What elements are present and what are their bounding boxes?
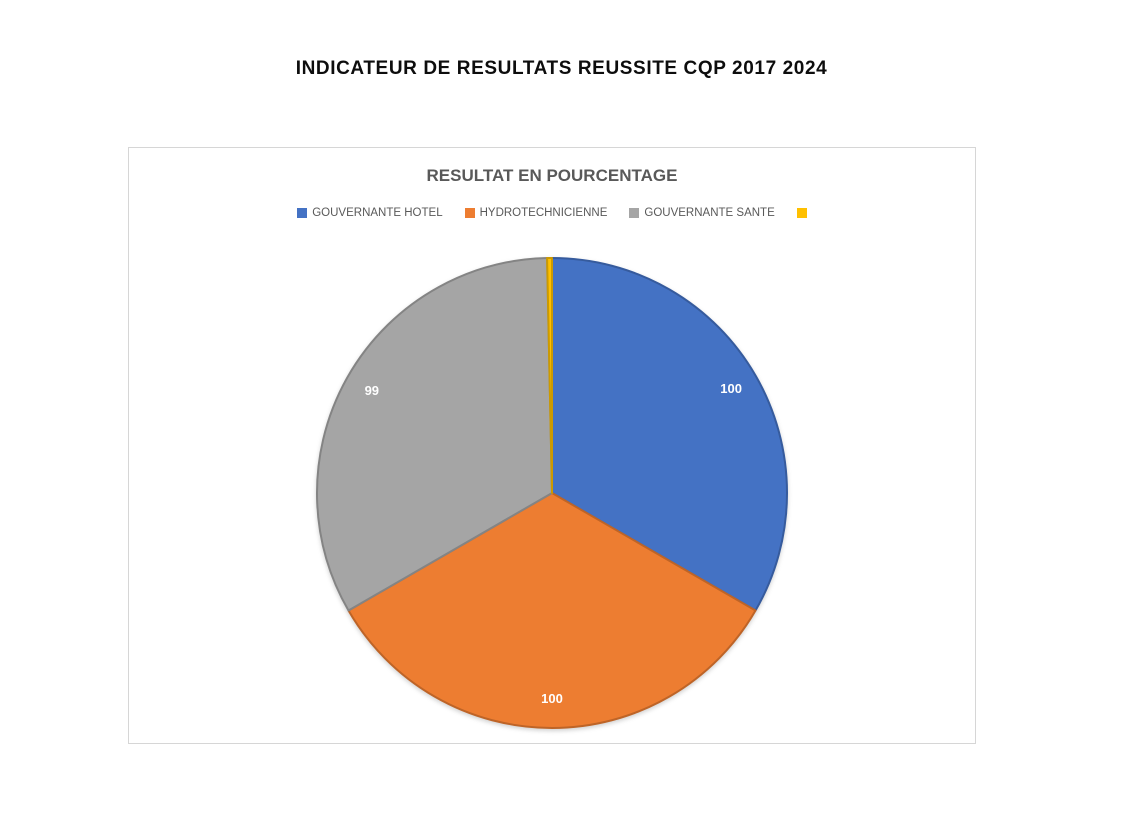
legend-item xyxy=(796,208,807,218)
chart-title: RESULTAT EN POURCENTAGE xyxy=(426,166,678,185)
legend-swatch xyxy=(629,208,640,218)
pie-wrap: 100 100 99 xyxy=(129,253,975,733)
chart-panel: RESULTAT EN POURCENTAGE GOUVERNANTE HOTE… xyxy=(128,147,976,744)
pie-slice-gouvernante-sante xyxy=(316,257,553,612)
legend-swatch xyxy=(796,208,807,218)
pie-slice-hydrotechnicienne xyxy=(347,492,757,729)
data-label: 100 xyxy=(720,381,742,396)
pie-slice-slice-3 xyxy=(546,256,553,494)
legend-item: HYDROTECHNICIENNE xyxy=(464,207,608,219)
legend-item: GOUVERNANTE HOTEL xyxy=(297,207,443,219)
data-label: 100 xyxy=(541,691,563,706)
pie-slice-gouvernante-hotel xyxy=(551,257,788,612)
data-label: 99 xyxy=(365,383,379,398)
pie-chart: 100 100 99 xyxy=(316,256,788,729)
legend-label: GOUVERNANTE HOTEL xyxy=(312,207,443,219)
legend-swatch xyxy=(464,208,475,218)
legend: GOUVERNANTE HOTEL HYDROTECHNICIENNE GOUVER… xyxy=(129,206,975,220)
page-title: INDICATEUR DE RESULTATS REUSSITE CQP 201… xyxy=(295,58,828,79)
legend-item: GOUVERNANTE SANTE xyxy=(629,207,775,219)
legend-label: GOUVERNANTE SANTE xyxy=(644,207,775,219)
legend-swatch xyxy=(297,208,308,218)
legend-label: HYDROTECHNICIENNE xyxy=(479,207,608,219)
